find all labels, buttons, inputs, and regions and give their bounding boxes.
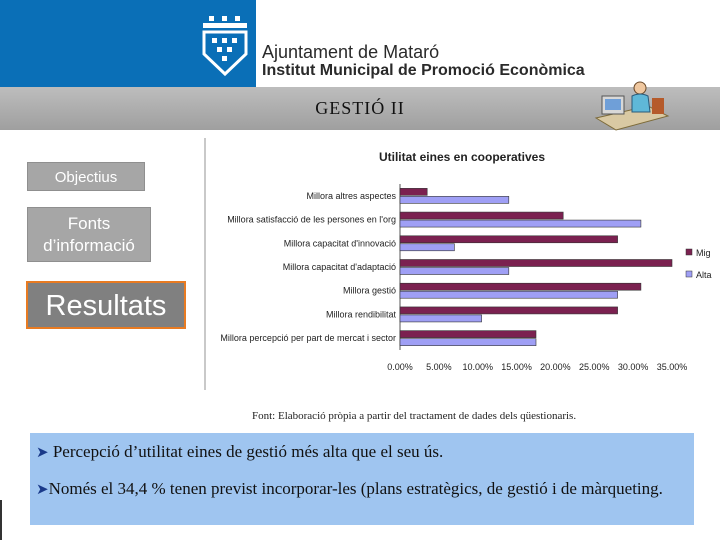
category-label: Millora altres aspectes (306, 191, 396, 201)
org-name: Ajuntament de Mataró (262, 42, 440, 62)
category-label: Millora capacitat d'adaptació (283, 262, 396, 272)
legend-swatch (685, 248, 693, 256)
bar-alta (399, 243, 455, 252)
source-note: Font: Elaboració pròpia a partir del tra… (252, 410, 577, 422)
bar-mig (399, 235, 618, 244)
bar-alta (399, 196, 510, 204)
city-crest-icon (202, 16, 248, 77)
header-brand-panel (0, 0, 256, 87)
bar-alta (399, 219, 642, 228)
note-line-2: ➤Només el 34,4 % tenen previst incorpora… (36, 478, 692, 501)
x-tick-label: 20.00% (540, 362, 571, 372)
note-line-2-text: Només el 34,4 % tenen previst incorporar… (48, 479, 663, 498)
bar-mig (399, 306, 618, 315)
legend-label: Mig (696, 248, 711, 258)
arrow-bullet-icon: ➤ (36, 445, 49, 461)
title-band (0, 87, 720, 130)
note-line-1: ➤ Percepció d’utilitat eines de gestió m… (36, 442, 443, 462)
x-tick-label: 10.00% (462, 362, 493, 372)
bar-chart: Utilitat eines en cooperatives Millora al… (220, 150, 712, 372)
nav-fonts-button[interactable]: Fonts d’informació (27, 207, 151, 262)
x-tick-label: 5.00% (426, 362, 452, 372)
category-label: Millora gestió (343, 286, 396, 296)
chart-panel: Utilitat eines en cooperatives Millora al… (204, 138, 718, 390)
legend-swatch (685, 270, 693, 278)
category-label: Millora capacitat d'innovació (284, 238, 396, 248)
bar-alta (399, 338, 537, 346)
legend-label: Alta (696, 270, 712, 280)
note-line-1-text: Percepció d’utilitat eines de gestió més… (48, 442, 444, 461)
x-tick-label: 30.00% (618, 362, 649, 372)
arrow-bullet-icon: ➤ (36, 482, 49, 498)
bar-alta (399, 290, 618, 299)
slide-edge (0, 500, 2, 540)
x-tick-label: 0.00% (387, 362, 413, 372)
category-label: Millora percepció per part de mercat i s… (220, 333, 396, 343)
bar-alta (399, 314, 482, 323)
institute-name: Institut Municipal de Promoció Econòmica (262, 62, 585, 79)
chart-title: Utilitat eines en cooperatives (379, 150, 545, 164)
bar-mig (399, 211, 564, 220)
bar-mig (399, 282, 642, 291)
x-tick-label: 25.00% (579, 362, 610, 372)
bar-mig (399, 188, 428, 196)
bar-mig (399, 259, 673, 267)
nav-resultats-button[interactable]: Resultats (26, 281, 186, 329)
page-title: GESTIÓ II (315, 98, 405, 118)
bar-alta (399, 267, 510, 275)
notes-panel (30, 433, 694, 525)
category-label: Millora rendibilitat (326, 309, 397, 319)
x-tick-label: 15.00% (501, 362, 532, 372)
person-at-computer-icon (594, 81, 670, 131)
nav-objectius-button[interactable]: Objectius (27, 162, 145, 191)
x-tick-label: 35.00% (657, 362, 688, 372)
bar-mig (399, 330, 537, 338)
category-label: Millora satisfacció de les persones en l… (227, 215, 396, 225)
